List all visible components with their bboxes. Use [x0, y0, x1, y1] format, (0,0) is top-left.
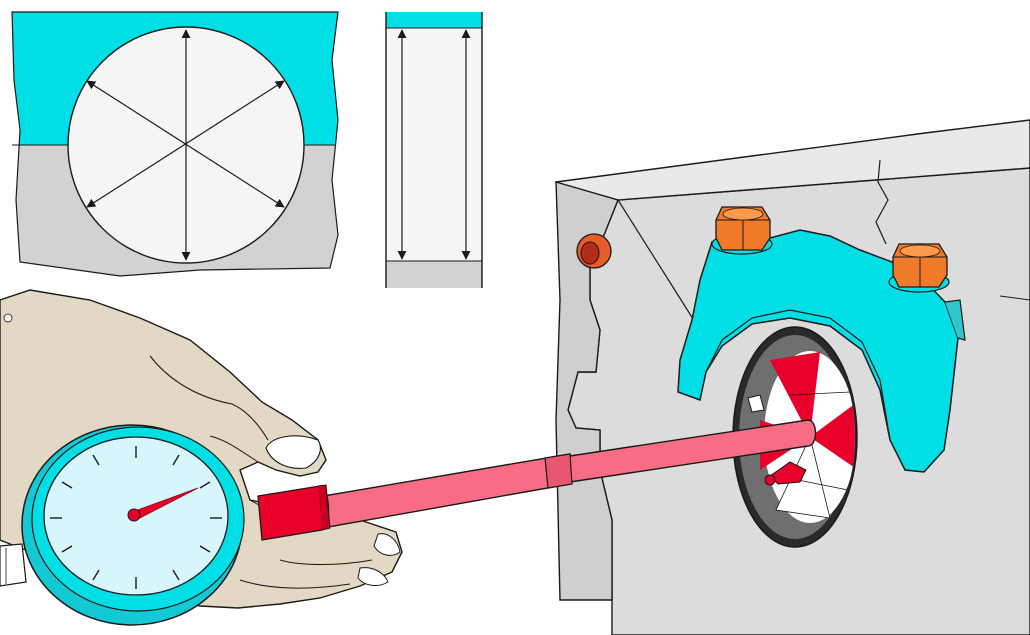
- bore-gauge-shaft: [257, 419, 817, 541]
- bearing-cap-outline: [11, 11, 339, 277]
- bore-longitudinal-diagram: [385, 12, 483, 288]
- gauge-stem: [0, 543, 27, 587]
- oil-plug: [576, 233, 612, 269]
- gauge-ticks: [50, 446, 222, 589]
- bore-cross-section-diagram: [11, 11, 339, 277]
- cap-bolt-nut-left: [715, 206, 771, 251]
- diagonal-diameter-arrow-icon: [86, 80, 285, 208]
- cap-bolt-nut-right: [892, 243, 948, 288]
- dial-gauge: [0, 424, 245, 626]
- thumbnail: [265, 435, 321, 469]
- needle-hub: [127, 508, 141, 522]
- anvil-left: [747, 394, 765, 413]
- main-bearing-bore: [732, 326, 858, 548]
- anvil-bottom: [769, 461, 807, 485]
